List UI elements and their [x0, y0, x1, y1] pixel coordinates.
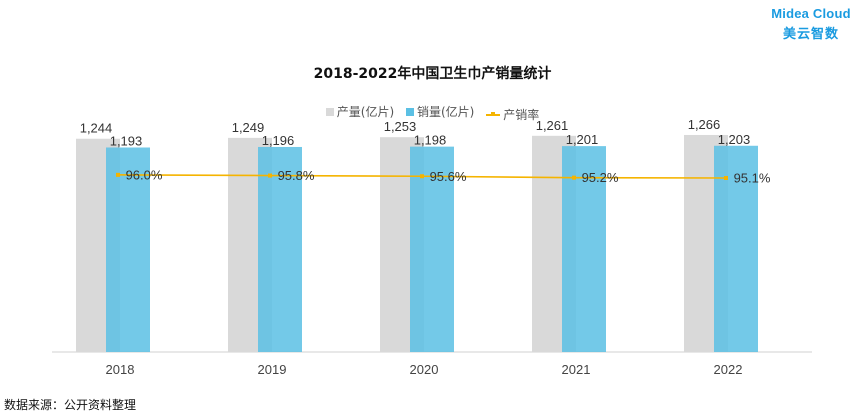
- brand-logo: Midea Cloud 美云智数: [763, 6, 859, 42]
- bar-sales-2018: [106, 147, 150, 352]
- label-sales-2022: 1,203: [718, 132, 751, 147]
- label-sales-2018: 1,193: [110, 133, 143, 148]
- label-rate-2018: 96.0%: [126, 167, 163, 182]
- legend-label-sales: 销量(亿片): [416, 105, 475, 119]
- point-rate-2019: [268, 173, 272, 178]
- logo-brand-text: Midea Cloud: [771, 6, 851, 21]
- label-production-2018: 1,244: [80, 121, 113, 136]
- logo-subtitle-text: 美云智数: [782, 27, 839, 42]
- label-sales-2021: 1,201: [566, 132, 599, 147]
- x-tick-2018: 2018: [106, 362, 135, 377]
- bar-sales-2020: [410, 146, 454, 352]
- point-rate-2022: [724, 176, 728, 180]
- legend-item-rate: 产销率: [486, 106, 539, 123]
- bar-sales-2019: [258, 146, 302, 352]
- legend-swatch-sales: [405, 107, 414, 116]
- label-production-2021: 1,261: [536, 118, 569, 133]
- label-production-2020: 1,253: [384, 119, 417, 134]
- legend-label-production: 产量(亿片): [336, 105, 395, 119]
- label-sales-2019: 1,196: [262, 133, 295, 148]
- label-sales-2020: 1,198: [414, 133, 447, 148]
- label-production-2022: 1,266: [688, 117, 721, 132]
- label-rate-2021: 95.2%: [582, 170, 619, 185]
- chart-title: 2018-2022年中国卫生巾产销量统计: [313, 66, 552, 82]
- label-production-2019: 1,249: [232, 120, 265, 135]
- legend-item-production: 产量(亿片): [325, 103, 395, 120]
- legend-label-rate: 产销率: [503, 108, 540, 122]
- legend-swatch-rate: [486, 111, 501, 116]
- label-rate-2020: 95.6%: [430, 169, 467, 184]
- x-tick-2021: 2021: [562, 362, 591, 377]
- label-rate-2019: 95.8%: [278, 168, 315, 183]
- point-rate-2021: [572, 175, 576, 180]
- label-rate-2022: 95.1%: [734, 171, 771, 186]
- x-tick-2022: 2022: [714, 362, 743, 377]
- x-tick-2020: 2020: [410, 362, 439, 377]
- bar-sales-2022: [714, 145, 758, 352]
- legend-item-sales: 销量(亿片): [405, 103, 475, 120]
- bar-sales-2021: [562, 146, 606, 352]
- legend-swatch-production: [325, 107, 334, 116]
- source-note: 数据来源：公开资料整理: [4, 398, 137, 412]
- x-tick-2019: 2019: [258, 362, 287, 377]
- point-rate-2018: [116, 172, 120, 177]
- chart-legend: 产量(亿片) 销量(亿片) 产销率: [0, 103, 865, 123]
- point-rate-2020: [420, 174, 424, 179]
